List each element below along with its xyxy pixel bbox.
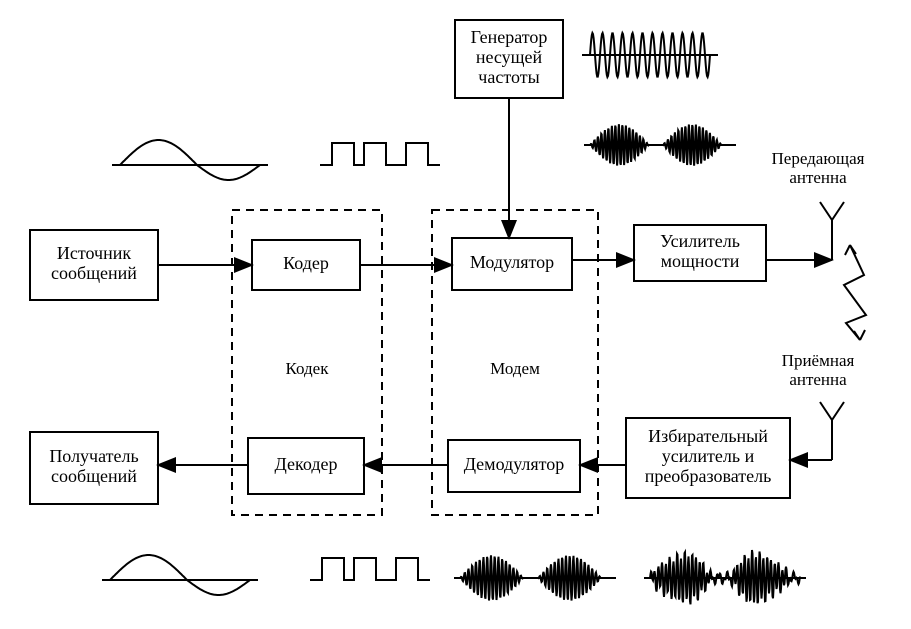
codec-label: Кодек bbox=[286, 359, 330, 378]
modulator-label: Модулятор bbox=[470, 252, 554, 272]
rx-antenna-label: антенна bbox=[789, 370, 847, 389]
selective-label: усилитель и bbox=[662, 446, 755, 466]
signal-pulses bbox=[310, 558, 430, 580]
amplifier-label: мощности bbox=[661, 251, 740, 271]
generator-label: Генератор bbox=[471, 27, 548, 47]
demodulator-label: Демодулятор bbox=[464, 454, 565, 474]
generator-label: несущей bbox=[476, 47, 543, 67]
lightning-icon bbox=[844, 245, 866, 340]
signal-analog bbox=[120, 140, 260, 180]
receiver-label: Получатель bbox=[49, 446, 138, 466]
decoder-label: Декодер bbox=[275, 454, 338, 474]
generator-label: частоты bbox=[478, 67, 539, 87]
selective-label: преобразователь bbox=[645, 466, 772, 486]
selective-label: Избирательный bbox=[648, 426, 768, 446]
signal-pulses bbox=[320, 143, 440, 165]
encoder-label: Кодер bbox=[283, 253, 329, 273]
source-label: сообщений bbox=[51, 263, 137, 283]
signal-analog bbox=[110, 555, 250, 595]
amplifier-label: Усилитель bbox=[660, 231, 740, 251]
rx-antenna-label: Приёмная bbox=[782, 351, 855, 370]
tx-antenna-label: антенна bbox=[789, 168, 847, 187]
tx-antenna-label: Передающая bbox=[772, 149, 865, 168]
modem-label: Модем bbox=[490, 359, 540, 378]
receiver-label: сообщений bbox=[51, 466, 137, 486]
source-label: Источник bbox=[57, 243, 131, 263]
